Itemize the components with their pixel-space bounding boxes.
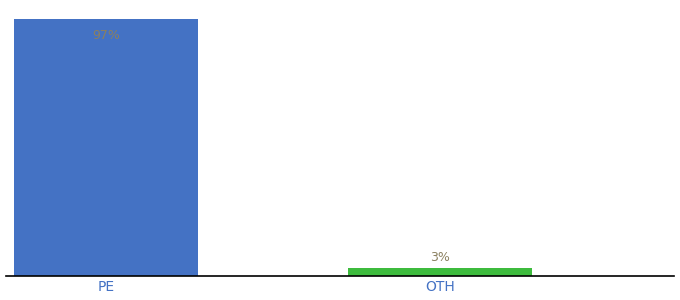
Bar [348,268,532,276]
Text: 97%: 97% [92,29,120,42]
Text: 3%: 3% [430,251,450,264]
Bar [14,19,198,276]
